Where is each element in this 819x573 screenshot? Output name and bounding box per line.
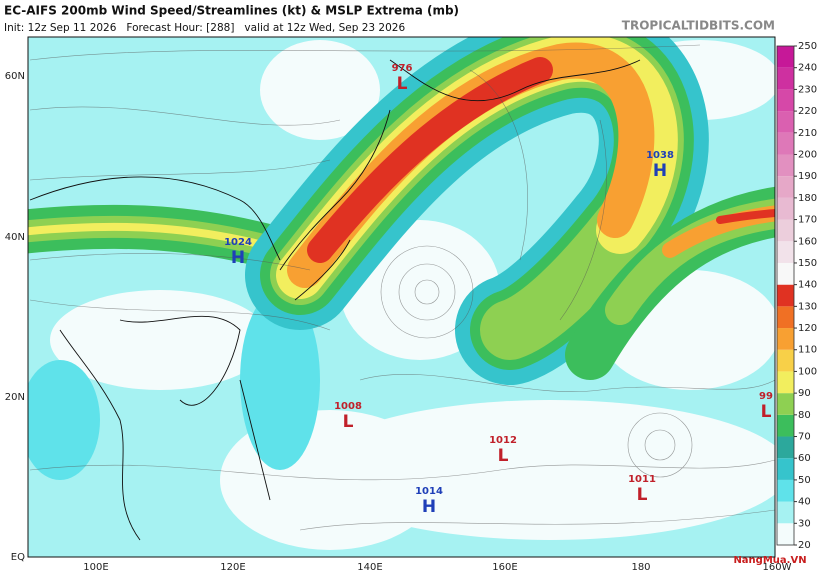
pressure-letter: L [397, 74, 408, 94]
colorbar-cell [777, 154, 794, 177]
colorbar-label: 70 [798, 432, 811, 443]
map-frame [27, 36, 776, 558]
pressure-value: 1014 [415, 486, 443, 497]
title: EC-AIFS 200mb Wind Speed/Streamlines (kt… [4, 4, 459, 18]
colorbar-label: 40 [798, 497, 811, 508]
latitude-labels: 60N 40N 20N EQ [5, 71, 25, 563]
pressure-letter: L [761, 402, 772, 422]
colorbar-cell [777, 132, 794, 155]
colorbar-label: 240 [798, 63, 817, 74]
colorbar-label: 160 [798, 236, 817, 247]
longitude-labels: 100E 120E 140E 160E 180 160W [83, 562, 791, 573]
pressure-value: 976 [392, 63, 413, 74]
colorbar-cell [777, 262, 794, 285]
colorbar-label: 230 [798, 84, 817, 95]
colorbar-label: 140 [798, 280, 817, 291]
colorbar-cell [777, 306, 794, 329]
pressure-value: 1038 [646, 150, 674, 161]
longitude-label: 140E [357, 562, 382, 573]
latitude-label: EQ [11, 552, 25, 563]
pressure-letter: L [343, 412, 354, 432]
longitude-label: 160E [492, 562, 517, 573]
colorbar-label: 20 [798, 540, 811, 551]
pressure-value: 1008 [334, 401, 362, 412]
pressure-letter: H [653, 161, 667, 181]
colorbar-cell [777, 89, 794, 112]
pressure-letter: H [231, 248, 245, 268]
colorbar-cell [777, 284, 794, 307]
colorbar-cell [777, 371, 794, 394]
colorbar-cell [777, 328, 794, 350]
colorbar-label: 90 [798, 388, 811, 399]
colorbar-label: 130 [798, 301, 817, 312]
colorbar-cell [777, 458, 794, 480]
pressure-letter: L [637, 485, 648, 505]
colorbar-cell [777, 501, 794, 524]
colorbar-label: 190 [798, 171, 817, 182]
colorbar-label: 220 [798, 106, 817, 117]
source: TROPICALTIDBITS.COM [622, 19, 775, 33]
pressure-value: 1012 [489, 435, 517, 446]
colorbar-cell [777, 111, 794, 133]
pressure-letter: H [422, 497, 436, 517]
colorbar-label: 150 [798, 258, 817, 269]
colorbar-cell [777, 241, 794, 263]
colorbar-label: 100 [798, 366, 817, 377]
colorbar-cell [777, 46, 794, 68]
colorbar-cell [777, 67, 794, 90]
colorbar-label: 170 [798, 215, 817, 226]
latitude-label: 40N [5, 232, 25, 243]
longitude-label: 100E [83, 562, 108, 573]
colorbar-label: 110 [798, 345, 817, 356]
colorbar-label: 200 [798, 149, 817, 160]
colorbar-cell [777, 436, 794, 459]
colorbar-cell [777, 523, 794, 545]
pressure-value: 99 [759, 391, 773, 402]
longitude-label: 180 [631, 562, 650, 573]
longitude-label: 120E [220, 562, 245, 573]
colorbar-cell [777, 349, 794, 372]
colorbar-cell [777, 393, 794, 415]
colorbar-label: 120 [798, 323, 817, 334]
colorbar-label: 50 [798, 475, 811, 486]
colorbar-label: 80 [798, 410, 811, 421]
latitude-label: 60N [5, 71, 25, 82]
colorbar-label: 60 [798, 453, 811, 464]
pressure-letter: L [498, 446, 509, 466]
subtitle: Init: 12z Sep 11 2026 Forecast Hour: [28… [4, 22, 405, 34]
colorbar-cell [777, 176, 794, 198]
colorbar-label: 210 [798, 128, 817, 139]
map-field [28, 37, 775, 557]
colorbar-cell [777, 414, 794, 437]
colorbar-label: 180 [798, 193, 817, 204]
colorbar-cell [777, 197, 794, 220]
pressure-value: 1024 [224, 237, 252, 248]
longitude-label: 160W [763, 562, 792, 573]
colorbar-cell [777, 219, 794, 242]
colorbar-cell [777, 479, 794, 502]
latitude-label: 20N [5, 392, 25, 403]
pressure-value: 1011 [628, 474, 656, 485]
colorbar: 20 30 40 50 60 70 80 90 100 110 120 130 140 150 160 170… [776, 41, 817, 551]
colorbar-label: 250 [798, 41, 817, 52]
watermark: NangMua.VN [733, 555, 806, 566]
colorbar-frame [776, 45, 795, 546]
colorbar-label: 30 [798, 518, 811, 529]
